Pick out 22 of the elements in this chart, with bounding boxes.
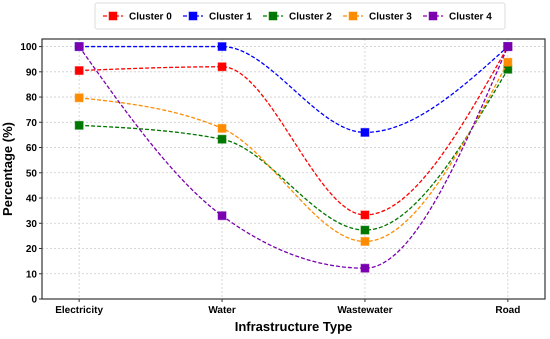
legend-label: Cluster 4	[449, 12, 492, 22]
y-axis-title: Percentage (%)	[0, 122, 15, 216]
y-tick-label: 40	[26, 194, 38, 205]
y-tick-label: 10	[26, 269, 38, 280]
legend-label: Cluster 1	[209, 12, 252, 22]
x-tick-label: Wastewater	[337, 305, 393, 316]
y-tick-label: 100	[20, 42, 38, 54]
y-tick-label: 60	[26, 143, 38, 154]
x-tick-label: Electricity	[55, 305, 104, 316]
legend-label: Cluster 2	[289, 12, 332, 22]
y-tick-label: 30	[26, 218, 38, 230]
y-tick-label: 50	[26, 168, 38, 180]
x-axis-title: Infrastructure Type	[234, 319, 352, 334]
y-tick-label: 80	[26, 92, 38, 104]
y-tick-label: 70	[26, 118, 38, 129]
y-tick-label: 90	[26, 67, 38, 78]
legend-label: Cluster 0	[129, 12, 172, 22]
legend-label: Cluster 3	[369, 12, 412, 22]
x-tick-label: Road	[495, 305, 520, 316]
y-tick-label: 0	[31, 294, 38, 306]
x-tick-label: Water	[208, 305, 236, 316]
y-tick-label: 20	[26, 244, 38, 256]
